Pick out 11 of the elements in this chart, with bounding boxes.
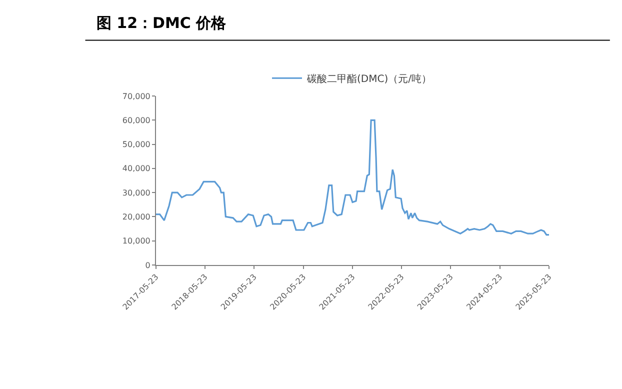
y-tick-label: 40,000 xyxy=(122,164,150,174)
y-tick-label: 60,000 xyxy=(122,116,150,125)
legend-label: 碳酸二甲酯(DMC)（元/吨） xyxy=(306,73,432,86)
chart-title: 图 12：DMC 价格 xyxy=(96,14,228,32)
y-tick-label: 50,000 xyxy=(122,140,150,150)
y-tick-label: 30,000 xyxy=(122,188,150,198)
y-tick-label: 10,000 xyxy=(122,236,150,246)
y-tick-label: 20,000 xyxy=(122,212,150,222)
line-series xyxy=(156,119,549,236)
y-tick-label: 0 xyxy=(145,260,150,270)
y-tick-label: 70,000 xyxy=(122,92,150,101)
